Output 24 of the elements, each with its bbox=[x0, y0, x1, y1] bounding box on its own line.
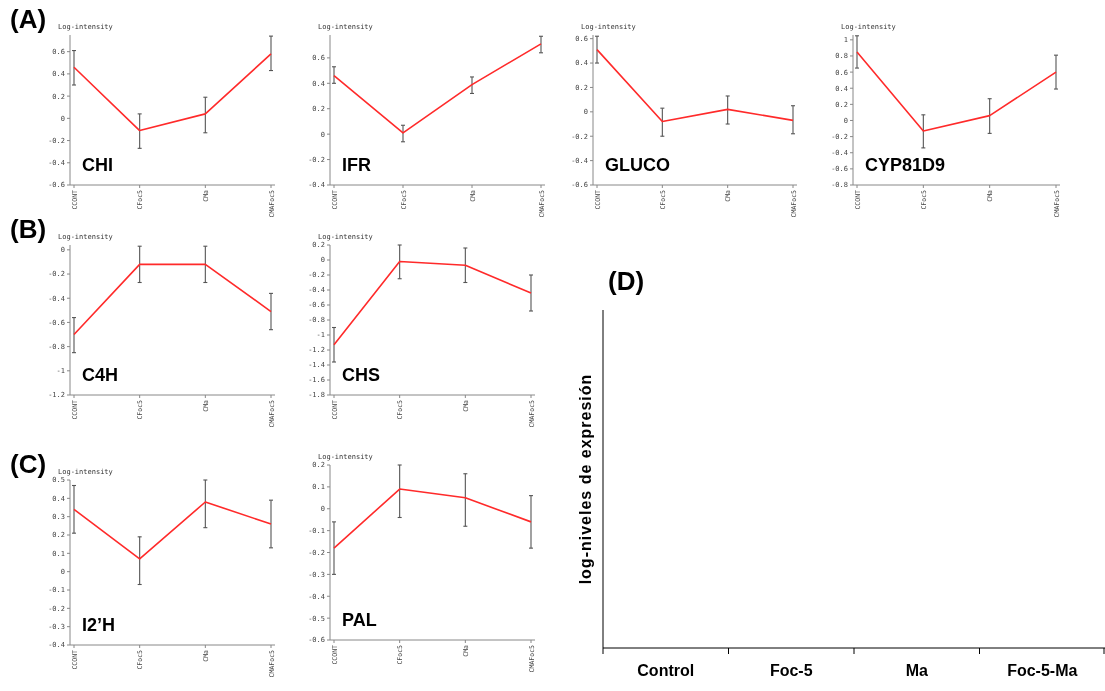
line-series bbox=[856, 51, 1057, 132]
line-series bbox=[73, 501, 272, 560]
text: CHI bbox=[82, 155, 113, 175]
text: PAL bbox=[342, 610, 377, 630]
text: I2’H bbox=[82, 615, 116, 635]
line-series bbox=[596, 48, 794, 123]
category-label: Foc-5-Ma bbox=[1007, 662, 1078, 679]
text: (A) bbox=[10, 4, 47, 34]
text: (C) bbox=[10, 449, 47, 479]
line-series bbox=[73, 53, 272, 132]
category-label: Foc-5 bbox=[769, 662, 813, 679]
line-series bbox=[333, 43, 542, 134]
line-series bbox=[333, 488, 532, 549]
text: log-niveles de expresión bbox=[577, 373, 594, 585]
text: CHS bbox=[342, 365, 381, 385]
text: IFR bbox=[342, 155, 371, 175]
category-label: Control bbox=[637, 662, 695, 679]
text: (B) bbox=[10, 214, 47, 244]
category-label: Ma bbox=[905, 662, 928, 679]
text: GLUCO bbox=[605, 155, 670, 175]
line-series bbox=[333, 260, 532, 346]
text: CYP81D9 bbox=[865, 155, 946, 175]
text: C4H bbox=[82, 365, 119, 385]
text: (D) bbox=[608, 266, 645, 296]
